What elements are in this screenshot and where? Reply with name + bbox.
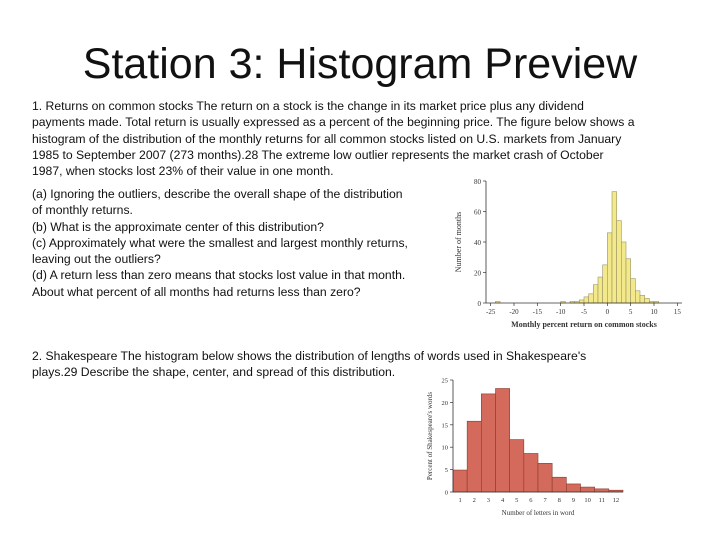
x-axis-label: Monthly percent return on common stocks (511, 320, 657, 329)
x-tick-label: -15 (533, 308, 543, 316)
x-tick-label: 12 (613, 497, 620, 504)
histogram-bar (566, 483, 581, 493)
y-tick-label: 25 (442, 378, 449, 385)
x-tick-label: 7 (543, 497, 547, 504)
histogram-bar (523, 453, 539, 493)
x-tick-label: 6 (529, 497, 533, 504)
text-line: 1. Returns on common stocks The return o… (32, 99, 584, 113)
y-tick-label: 0 (445, 490, 448, 497)
histogram-bar (639, 295, 645, 304)
histogram-bar (597, 276, 603, 304)
text-line: (a) Ignoring the outliers, describe the … (32, 187, 403, 201)
x-tick-label: -25 (486, 308, 496, 316)
x-tick-label: 2 (473, 497, 476, 504)
word-length-histogram: 1 2 3 4 5 6 7 8 9 10 11 12 0 5 10 15 20 25 Number of lette… (423, 376, 628, 521)
x-tick-label: -5 (581, 308, 587, 316)
x-tick-label: -10 (556, 308, 566, 316)
histogram-bar (537, 463, 553, 493)
y-tick-label: 20 (442, 400, 449, 407)
histogram-bar (593, 284, 599, 304)
histogram-bar (481, 393, 496, 493)
histogram-bar (551, 476, 567, 493)
text-line: plays.29 Describe the shape, center, and… (32, 365, 396, 380)
histogram-bar (466, 420, 482, 493)
text-line: payments made. Total return is usually e… (32, 115, 635, 130)
y-axis-label: Number of months (454, 212, 463, 272)
histogram-bar (594, 488, 610, 493)
histogram-bar (580, 486, 595, 493)
histogram-bar (621, 241, 627, 304)
text-line: About what percent of all months had ret… (32, 284, 361, 299)
x-tick-label: 5 (629, 308, 633, 316)
y-axis-label: Percent of Shakespeare's words (426, 392, 434, 480)
histogram-bar (644, 298, 650, 304)
histogram-bar (635, 290, 641, 304)
stock-returns-histogram-svg: 0 20 40 60 80 -25 -20 -15 -10 -5 0 5 10 15 Monthly per… (454, 178, 682, 329)
x-tick-label: 9 (572, 497, 575, 504)
text-line: 2. Shakespeare The histogram below shows… (32, 349, 587, 363)
histogram-bar (588, 293, 594, 304)
x-tick-label: -20 (509, 308, 519, 316)
text-line: of monthly returns. (32, 203, 133, 218)
x-tick-label: 10 (584, 497, 591, 504)
x-tick-label: 3 (487, 497, 490, 504)
y-tick-label: 60 (474, 209, 482, 217)
x-tick-label: 8 (558, 497, 561, 504)
x-tick-label: 1 (458, 497, 461, 504)
question-1-intro: 1. Returns on common stocks The return o… (32, 98, 697, 179)
histogram-bar (611, 191, 617, 304)
histogram-bar (583, 296, 589, 304)
text-line: leaving out the outliers? (32, 252, 161, 267)
histogram-bar (625, 258, 631, 304)
y-tick-label: 15 (442, 422, 449, 429)
slide-title: Station 3: Histogram Preview (82, 40, 638, 88)
x-axis-label: Number of letters in word (502, 509, 575, 517)
question-2: 2. Shakespeare The histogram below shows… (32, 348, 697, 381)
x-tick-label: 4 (501, 497, 505, 504)
x-tick-label: 15 (674, 308, 682, 316)
text-line: (d) A return less than zero means that s… (32, 268, 406, 283)
histogram-bar (607, 232, 613, 304)
y-tick-label: 20 (474, 270, 482, 278)
histogram-bar (579, 299, 585, 304)
x-tick-label: 11 (599, 497, 605, 504)
text-line: histogram of the distribution of the mon… (32, 131, 622, 146)
histogram-bar (630, 278, 636, 304)
y-tick-label: 80 (474, 178, 482, 186)
histogram-bar (509, 439, 525, 493)
text-line: 1987, when stocks lost 23% of their valu… (32, 164, 334, 179)
x-tick-label: 5 (515, 497, 518, 504)
y-tick-label: 40 (474, 239, 482, 247)
x-tick-label: 0 (606, 308, 610, 316)
text-line: 1985 to September 2007 (273 months).28 T… (32, 147, 604, 162)
text-line: (c) Approximately what were the smallest… (32, 235, 408, 250)
question-1-parts: (a) Ignoring the outliers, describe the … (32, 186, 452, 300)
text-line: (b) What is the approximate center of th… (32, 219, 324, 234)
histogram-bar (616, 220, 622, 304)
y-tick-label: 5 (445, 467, 448, 474)
stock-returns-histogram: 0 20 40 60 80 -25 -20 -15 -10 -5 0 5 10 15 Monthly per… (452, 175, 692, 335)
histogram-bar (495, 388, 510, 493)
x-tick-label: 10 (651, 308, 659, 316)
histogram-bar (602, 264, 608, 304)
y-tick-label: 10 (442, 445, 449, 452)
y-tick-label: 0 (478, 300, 482, 308)
histogram-bar (452, 469, 468, 493)
